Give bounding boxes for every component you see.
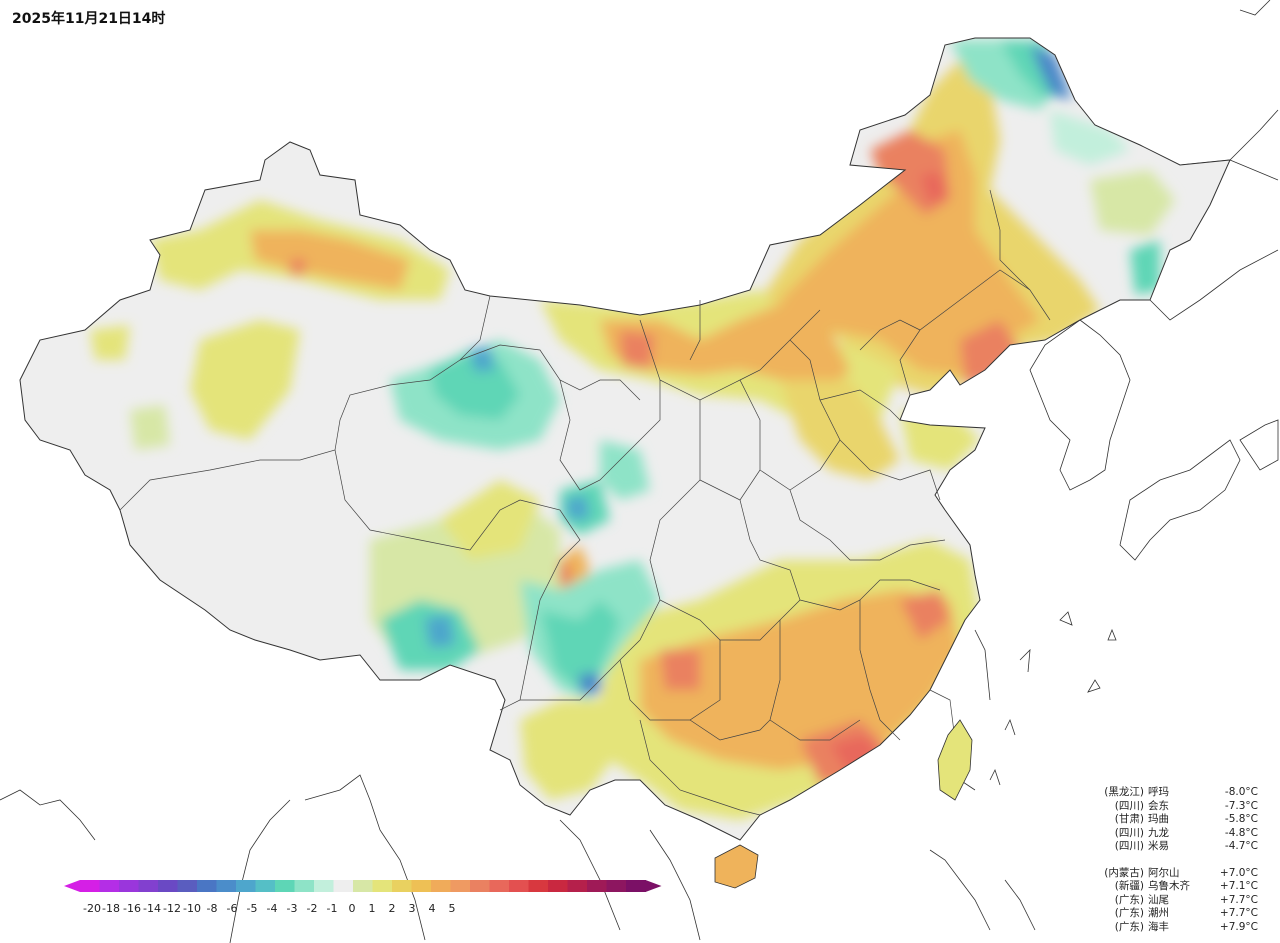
extreme-row-high: (广东) 潮州 +7.7°C xyxy=(1086,907,1266,921)
hainan-island xyxy=(714,844,759,889)
legend-swatch xyxy=(275,880,295,892)
legend-arrow-left xyxy=(64,880,80,892)
extreme-row-low: (四川) 会东 -7.3°C xyxy=(1086,800,1266,814)
legend-swatch xyxy=(314,880,334,892)
legend-swatch xyxy=(528,880,549,892)
ext-city: 阿尔山 xyxy=(1148,866,1180,879)
map-title: 2025年11月21日14时 xyxy=(12,11,166,27)
ext-val: +7.9°C xyxy=(1219,920,1258,933)
legend-swatch xyxy=(294,880,315,892)
extreme-row-low: (甘肃) 玛曲 -5.8°C xyxy=(1086,813,1266,827)
legend-label: 2 xyxy=(388,902,396,915)
ext-prov: (广东) xyxy=(1114,893,1144,906)
legend-swatch xyxy=(587,880,607,892)
legend-swatch xyxy=(236,880,256,892)
legend-swatch xyxy=(626,880,646,892)
extreme-row-low: (四川) 米易 -4.7°C xyxy=(1086,840,1266,854)
legend-swatch xyxy=(411,880,432,892)
ext-city: 会东 xyxy=(1148,799,1169,812)
ext-prov: (四川) xyxy=(1114,799,1144,812)
legend-label: -5 xyxy=(246,902,258,915)
extremes-list: (黑龙江) 呼玛 -8.0°C (四川) 会东 -7.3°C (甘肃) 玛曲 -5.8°C … xyxy=(1086,786,1266,934)
legend-label: -2 xyxy=(306,902,318,915)
legend-swatch xyxy=(450,880,471,892)
ext-city: 米易 xyxy=(1148,840,1169,852)
legend-swatch xyxy=(119,880,139,892)
legend-swatch xyxy=(158,880,178,892)
extreme-row-low: (黑龙江) 呼玛 -8.0°C xyxy=(1086,786,1266,800)
ext-city: 九龙 xyxy=(1148,826,1169,839)
legend-swatch xyxy=(216,880,237,892)
ext-prov: (黑龙江) xyxy=(1104,786,1144,798)
legend-swatch xyxy=(255,880,276,892)
ext-val: +7.1°C xyxy=(1219,880,1258,892)
extreme-row-high: (广东) 海丰 +7.9°C xyxy=(1086,921,1266,935)
ext-val: +7.7°C xyxy=(1219,907,1258,919)
legend-swatch xyxy=(177,880,198,892)
legend-swatch xyxy=(353,880,373,892)
ext-val: +7.7°C xyxy=(1219,893,1258,906)
ext-val: -7.3°C xyxy=(1224,799,1258,812)
legend-label: 5 xyxy=(448,902,456,915)
legend-swatch xyxy=(138,880,159,892)
ext-prov: (四川) xyxy=(1114,826,1144,839)
legend-arrow-right xyxy=(645,880,662,892)
ext-prov: (广东) xyxy=(1114,920,1144,933)
legend-label: -1 xyxy=(326,902,338,915)
ext-city: 汕尾 xyxy=(1148,893,1169,906)
legend-swatch xyxy=(509,880,529,892)
legend-colorbar xyxy=(64,880,662,892)
extreme-row-high: (内蒙古) 阿尔山 +7.0°C xyxy=(1086,867,1266,881)
legend-swatch xyxy=(489,880,510,892)
legend-swatch xyxy=(197,880,217,892)
ext-val: -4.8°C xyxy=(1224,826,1258,839)
legend-label: 0 xyxy=(348,902,356,915)
legend-label: -20 xyxy=(83,902,101,915)
ext-city: 潮州 xyxy=(1148,907,1169,919)
legend-swatch xyxy=(372,880,393,892)
ext-city: 玛曲 xyxy=(1148,813,1169,825)
legend-swatch xyxy=(333,880,354,892)
ext-prov: (新疆) xyxy=(1114,880,1144,892)
legend-labels: -20 -18 -16 -14 -12 -10 -8 -6 -5 -4 -3 -… xyxy=(0,902,700,918)
province-borders xyxy=(119,189,1051,816)
legend-swatch xyxy=(606,880,627,892)
extreme-row-high: (新疆) 乌鲁木齐 +7.1°C xyxy=(1086,880,1266,894)
legend-label: -6 xyxy=(226,902,238,915)
ext-prov: (内蒙古) xyxy=(1104,866,1144,879)
legend-swatch xyxy=(470,880,490,892)
legend-label: 1 xyxy=(368,902,376,915)
legend-label: -3 xyxy=(286,902,298,915)
extreme-row-low: (四川) 九龙 -4.8°C xyxy=(1086,827,1266,841)
legend-swatch xyxy=(431,880,451,892)
legend-swatch xyxy=(392,880,412,892)
legend-swatch xyxy=(567,880,588,892)
legend-label: -16 xyxy=(123,902,141,915)
legend-label: -8 xyxy=(206,902,218,915)
legend-swatch xyxy=(548,880,568,892)
legend-label: -10 xyxy=(183,902,201,915)
ext-val: -4.7°C xyxy=(1224,840,1258,852)
legend-label: -14 xyxy=(143,902,161,915)
ext-city: 乌鲁木齐 xyxy=(1148,880,1190,892)
legend-swatch xyxy=(99,880,120,892)
ext-city: 呼玛 xyxy=(1148,786,1169,798)
ext-prov: (广东) xyxy=(1114,907,1144,919)
legend-swatch xyxy=(80,880,100,892)
ext-prov: (四川) xyxy=(1114,840,1144,852)
extreme-row-high: (广东) 汕尾 +7.7°C xyxy=(1086,894,1266,908)
legend-label: -12 xyxy=(163,902,181,915)
ext-prov: (甘肃) xyxy=(1114,813,1144,825)
taiwan-island xyxy=(937,719,973,801)
ext-val: +7.0°C xyxy=(1219,866,1258,879)
legend-label: -18 xyxy=(102,902,120,915)
ext-val: -8.0°C xyxy=(1224,786,1258,798)
legend-label: 3 xyxy=(408,902,416,915)
legend-label: -4 xyxy=(266,902,278,915)
ext-val: -5.8°C xyxy=(1224,813,1258,825)
legend-label: 4 xyxy=(428,902,436,915)
ext-city: 海丰 xyxy=(1148,920,1169,933)
